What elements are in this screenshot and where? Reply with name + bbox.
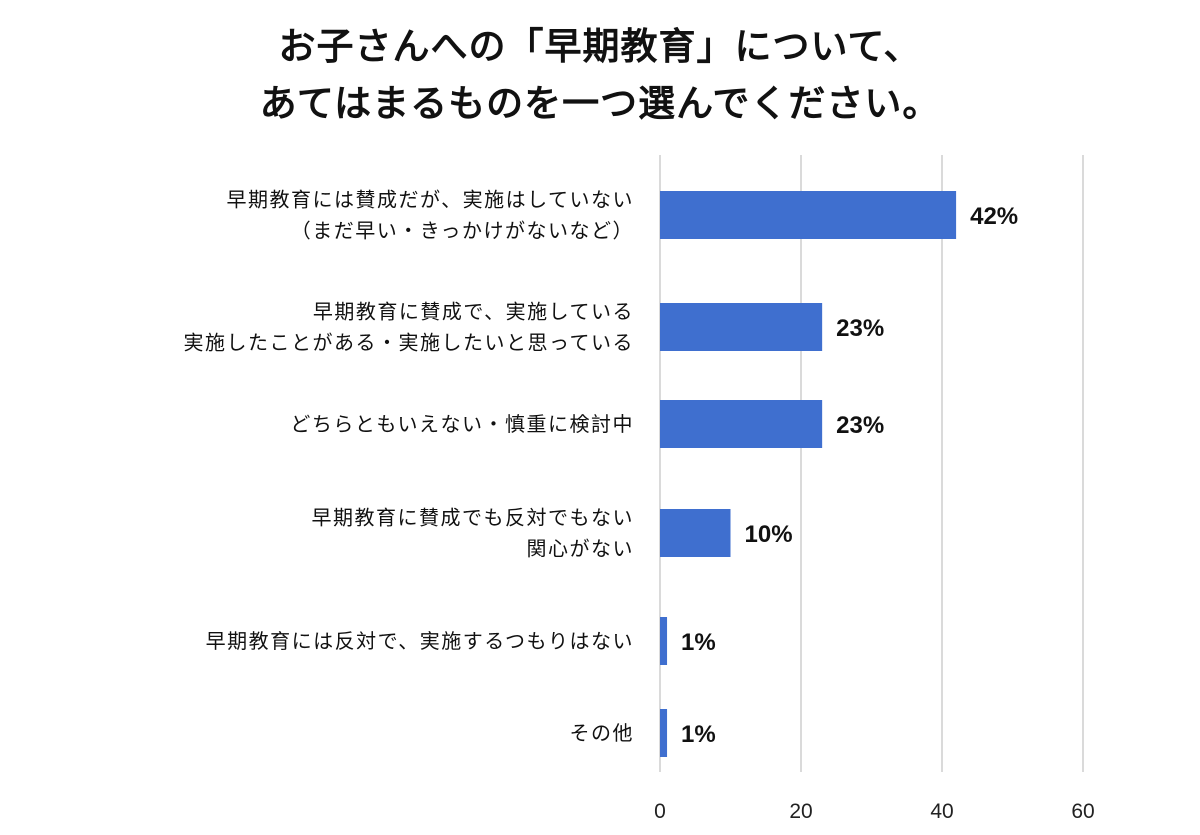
bar [660, 509, 731, 557]
category-label: どちらともいえない・慎重に検討中 [290, 412, 634, 436]
x-tick-label: 20 [789, 800, 812, 823]
category-label: 関心がない [527, 537, 635, 561]
data-label: 1% [681, 629, 716, 656]
category-label: （まだ早い・きっかけがないなど） [291, 219, 634, 243]
bar [660, 191, 957, 239]
bars [660, 191, 957, 757]
data-label: 23% [836, 315, 884, 342]
category-label: 早期教育に賛成で、実施している [313, 300, 634, 324]
category-label: 早期教育には賛成だが、実施はしていない [227, 188, 635, 212]
data-label: 10% [745, 521, 793, 548]
x-tick-label: 40 [930, 800, 953, 823]
value-labels: 42% 23% 23% 10% 1% 1% [681, 203, 1018, 748]
bar [660, 400, 823, 448]
category-labels: 早期教育には賛成だが、実施はしていない （まだ早い・きっかけがないなど） 早期教育に… [184, 188, 635, 746]
x-tick-label: 60 [1071, 800, 1094, 823]
chart-title: お子さんへの「早期教育」について、 あてはまるものを一つ選んでください。 [0, 18, 1200, 132]
x-tick-label: 0 [654, 800, 666, 823]
data-label: 1% [681, 721, 716, 748]
grid-lines [659, 155, 1084, 772]
bar [660, 617, 668, 665]
category-label: 早期教育に賛成でも反対でもない [312, 506, 635, 530]
bar [660, 303, 823, 351]
data-label: 23% [836, 412, 884, 439]
chart-title-line-1: お子さんへの「早期教育」について、 [278, 25, 922, 68]
category-label: 実施したことがある・実施したいと思っている [184, 331, 635, 355]
data-label: 42% [970, 203, 1018, 230]
chart-title-line-2: あてはまるものを一つ選んでください。 [259, 82, 941, 125]
category-label: 早期教育には反対で、実施するつもりはない [206, 629, 634, 653]
bar [660, 709, 668, 757]
x-tick-labels: 0 20 40 60 [654, 800, 1095, 823]
category-label: その他 [570, 721, 635, 745]
